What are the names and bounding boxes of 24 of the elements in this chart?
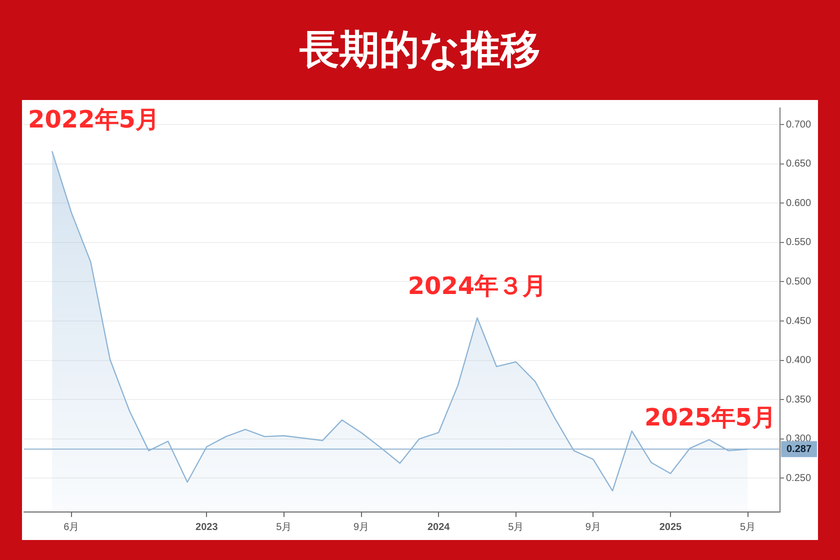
y-tick-label: 0.550	[786, 237, 812, 248]
x-tick-label: 9月	[585, 522, 601, 533]
ref-line-label: 0.287	[786, 444, 812, 455]
y-tick-label: 0.250	[786, 472, 812, 484]
y-tick-label: 0.350	[786, 394, 812, 406]
x-tick-label: 2023	[196, 522, 218, 533]
x-tick-label: 6月	[64, 522, 80, 533]
y-tick-label: 0.300	[786, 434, 812, 445]
x-tick-label: 5月	[276, 522, 292, 533]
y-tick-label: 0.500	[786, 276, 812, 288]
x-tick-label: 5月	[740, 522, 756, 533]
x-tick-label: 9月	[353, 522, 370, 533]
annotation: 2024年３月	[408, 272, 547, 300]
y-tick-label: 0.450	[786, 316, 812, 327]
y-tick-label: 0.700	[786, 119, 812, 130]
annotation: 2022年5月	[28, 105, 160, 134]
x-tick-label: 2024	[427, 522, 450, 533]
y-tick-label: 0.650	[786, 158, 812, 170]
y-tick-label: 0.600	[786, 198, 812, 209]
y-tick-label: 0.400	[786, 355, 812, 366]
x-tick-label: 2025	[659, 522, 682, 533]
annotation: 2025年5月	[644, 403, 776, 432]
chart-title: 長期的な推移	[300, 26, 540, 74]
x-tick-label: 5月	[508, 522, 524, 533]
